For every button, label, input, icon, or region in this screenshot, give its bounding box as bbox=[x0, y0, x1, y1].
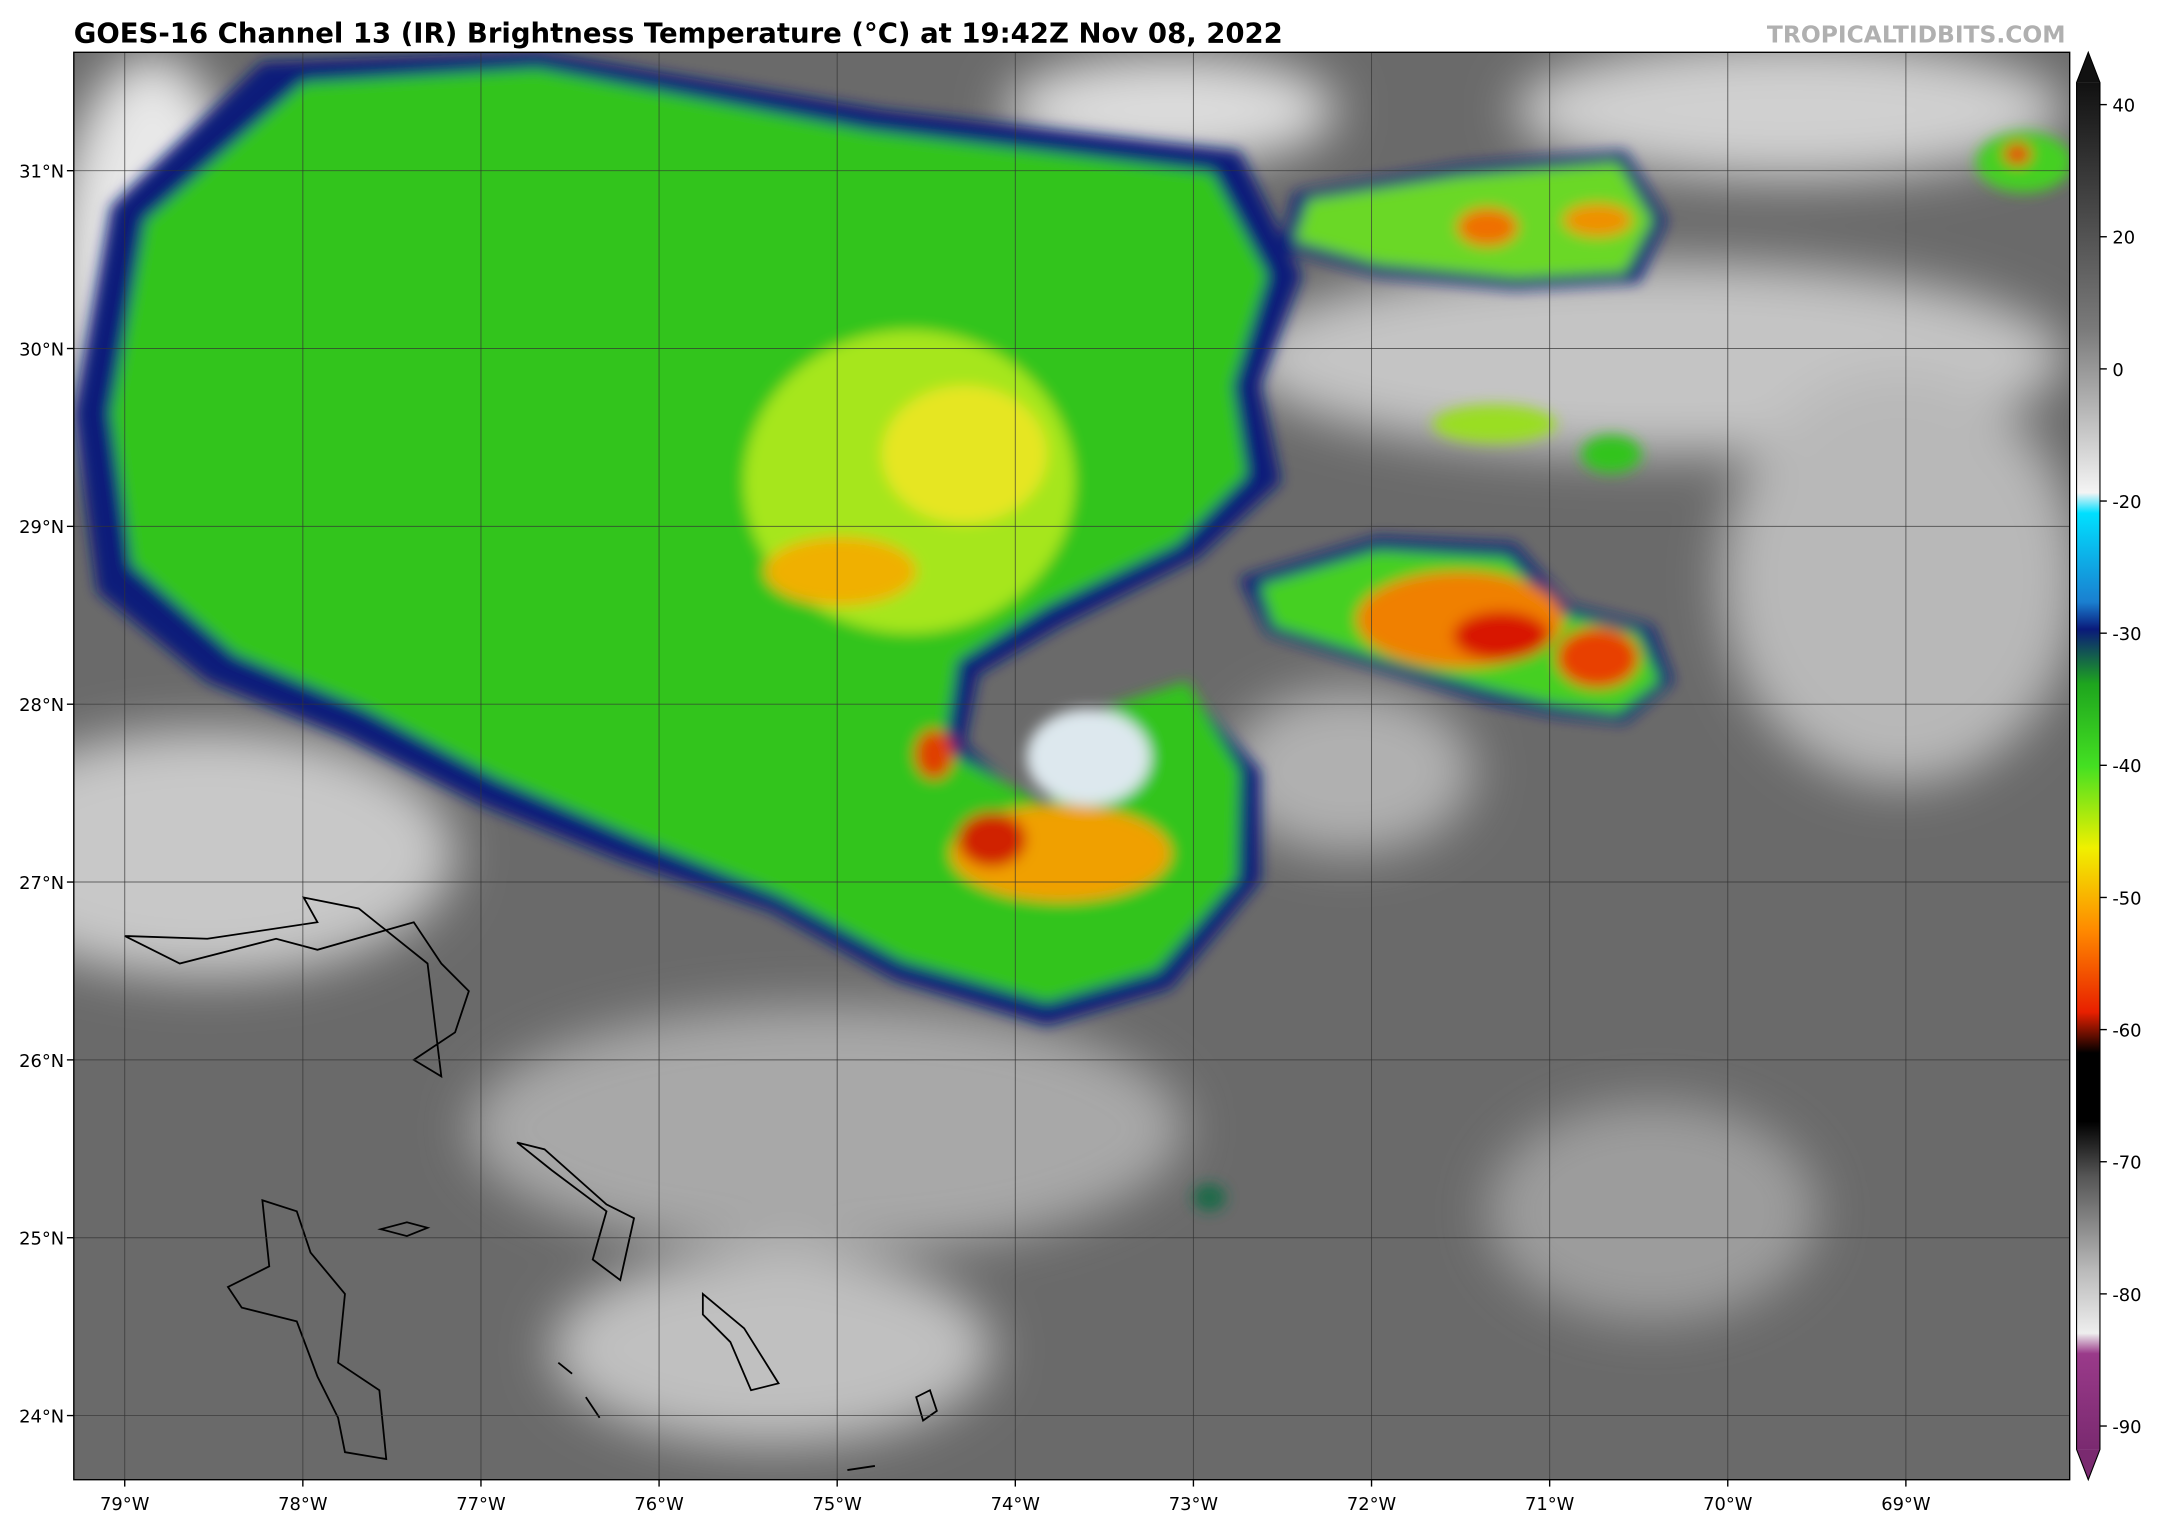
cold-tops bbox=[1457, 207, 1518, 247]
cold-tops bbox=[764, 536, 917, 606]
cloud bbox=[1225, 688, 1474, 854]
colorbar-scale bbox=[2076, 82, 2100, 1450]
coastline bbox=[516, 1141, 636, 1282]
lat-label: 28°N bbox=[19, 695, 64, 716]
colorbar-tick-label: -90 bbox=[2112, 1417, 2141, 1438]
lon-label: 70°W bbox=[1703, 1494, 1753, 1515]
lon-label: 72°W bbox=[1347, 1494, 1397, 1515]
coastline bbox=[701, 1291, 780, 1392]
graticule bbox=[73, 52, 2070, 1480]
coastline bbox=[847, 1465, 876, 1471]
title: GOES-16 Channel 13 (IR) Brightness Tempe… bbox=[74, 18, 1283, 50]
cold-tops bbox=[881, 385, 1047, 524]
cloud bbox=[468, 1004, 1185, 1253]
coastline bbox=[915, 1388, 938, 1422]
lon-label: 73°W bbox=[1169, 1494, 1219, 1515]
lon-label: 71°W bbox=[1525, 1494, 1575, 1515]
colorbar-tick-label: 40 bbox=[2112, 95, 2135, 116]
lat-label: 29°N bbox=[19, 517, 64, 538]
convection bbox=[1581, 434, 1642, 474]
colorbar-tick-label: -20 bbox=[2112, 492, 2141, 513]
colorbar-tick-label: -80 bbox=[2112, 1285, 2141, 1306]
colorbar-frame bbox=[2076, 50, 2101, 1482]
coldest-tops bbox=[914, 729, 954, 780]
colorbar-tick-label: -50 bbox=[2112, 888, 2141, 909]
colorbar-tick-label: 20 bbox=[2112, 228, 2135, 249]
cloud bbox=[73, 729, 456, 978]
lat-label: 24°N bbox=[19, 1406, 64, 1427]
convection bbox=[1432, 404, 1557, 444]
coastline bbox=[557, 1362, 573, 1375]
lon-label: 74°W bbox=[991, 1494, 1041, 1515]
cloud bbox=[1515, 52, 2066, 179]
coastlines bbox=[124, 896, 938, 1471]
credit: TROPICALTIDBITS.COM bbox=[1767, 21, 2066, 49]
coastline bbox=[585, 1396, 601, 1419]
lat-label: 27°N bbox=[19, 873, 64, 894]
colorbar-tick-label: -60 bbox=[2112, 1020, 2141, 1041]
colorbar-tick-label: -40 bbox=[2112, 756, 2141, 777]
colorbar-tick-label: -70 bbox=[2112, 1153, 2141, 1174]
lon-label: 76°W bbox=[634, 1494, 684, 1515]
map-imagery bbox=[73, 52, 2070, 1480]
map-frame bbox=[73, 51, 2071, 1481]
colorbar-bottom-arrow bbox=[2076, 1449, 2100, 1480]
convection bbox=[1192, 1183, 1226, 1212]
storm-cloud bbox=[110, 68, 1268, 1003]
axis-labels: 31°N 30°N 29°N 28°N 27°N 26°N 25°N 24°N 79°W 78°W… bbox=[19, 162, 1931, 1515]
coldest-tops bbox=[1453, 611, 1550, 661]
storm-eye bbox=[1026, 708, 1151, 806]
coastline bbox=[226, 1199, 388, 1461]
lat-label: 31°N bbox=[19, 162, 64, 183]
storm bbox=[73, 52, 2070, 1212]
colorbar-ticks: 40 20 0 -20 -30 -40 -50 -60 -70 -80 -90 bbox=[2099, 95, 2142, 1438]
colorbar-tick-label: -30 bbox=[2112, 624, 2141, 645]
cloud bbox=[551, 1252, 992, 1446]
cold-tops bbox=[1563, 203, 1632, 237]
lon-label: 77°W bbox=[456, 1494, 506, 1515]
colorbar: 40 20 0 -20 -30 -40 -50 -60 -70 -80 -90 bbox=[2076, 50, 2142, 1482]
colorbar-top-arrow bbox=[2076, 52, 2100, 83]
coldest-tops bbox=[957, 812, 1027, 868]
coastline bbox=[124, 896, 470, 1079]
lon-label: 69°W bbox=[1881, 1494, 1931, 1515]
coldest-tops bbox=[1556, 627, 1639, 689]
cloud bbox=[1721, 371, 2070, 785]
lon-label: 79°W bbox=[100, 1494, 150, 1515]
lat-label: 30°N bbox=[19, 339, 64, 360]
lat-label: 26°N bbox=[19, 1051, 64, 1072]
cloud bbox=[1487, 1101, 1818, 1322]
lon-label: 78°W bbox=[278, 1494, 328, 1515]
coastline bbox=[377, 1221, 431, 1238]
cold-tops bbox=[2003, 143, 2032, 166]
lon-label: 75°W bbox=[813, 1494, 863, 1515]
lat-label: 25°N bbox=[19, 1229, 64, 1250]
colorbar-tick-label: 0 bbox=[2112, 360, 2123, 381]
